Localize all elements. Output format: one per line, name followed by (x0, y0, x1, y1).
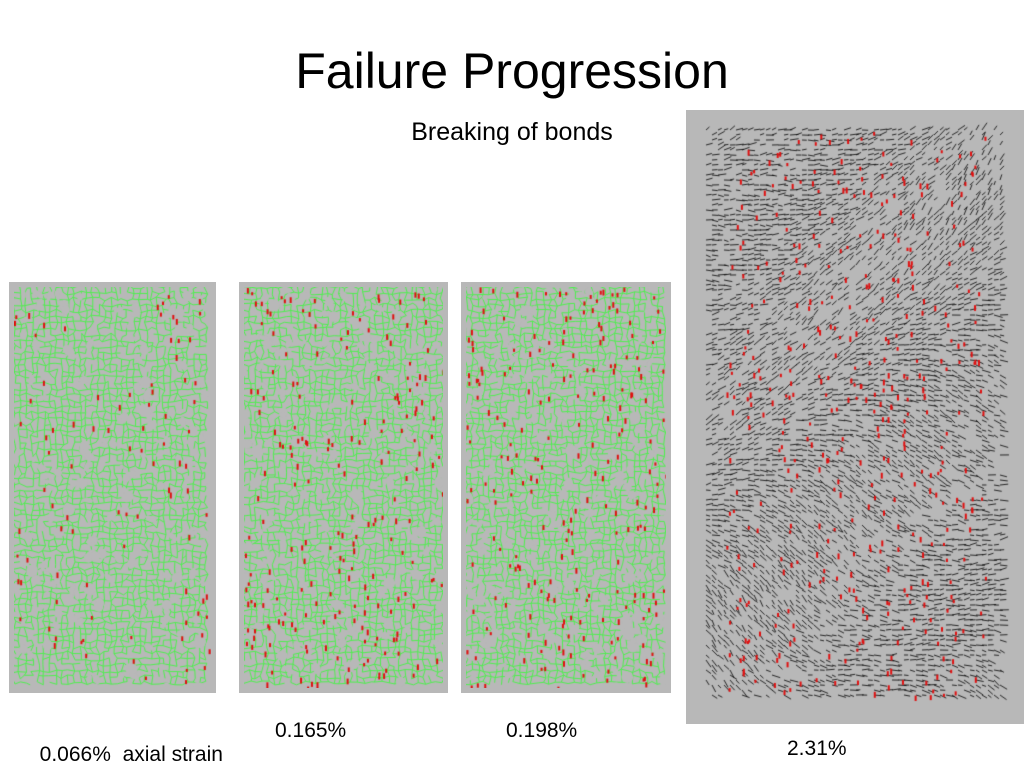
bond-network-image (466, 287, 666, 688)
axial-strain-label: axial strain (122, 743, 223, 766)
sim-panel-2 (239, 282, 448, 693)
strain-label-1: 0.066% axial strain (28, 719, 223, 767)
slide-title: Failure Progression (295, 43, 729, 99)
strain-label-4: 2.31% (787, 737, 847, 760)
sim-panel-4-vectors (686, 110, 1024, 724)
sim-panel-1 (9, 282, 216, 693)
strain-label-2: 0.165% (275, 719, 347, 742)
displacement-vector-image (686, 110, 1024, 724)
bond-network-image (14, 287, 211, 688)
strain-value: 0.066% (39, 743, 111, 766)
sim-panel-3 (461, 282, 671, 693)
strain-label-3: 0.198% (506, 719, 578, 742)
bond-network-image (244, 287, 443, 688)
slide-subtitle: Breaking of bonds (411, 118, 613, 146)
